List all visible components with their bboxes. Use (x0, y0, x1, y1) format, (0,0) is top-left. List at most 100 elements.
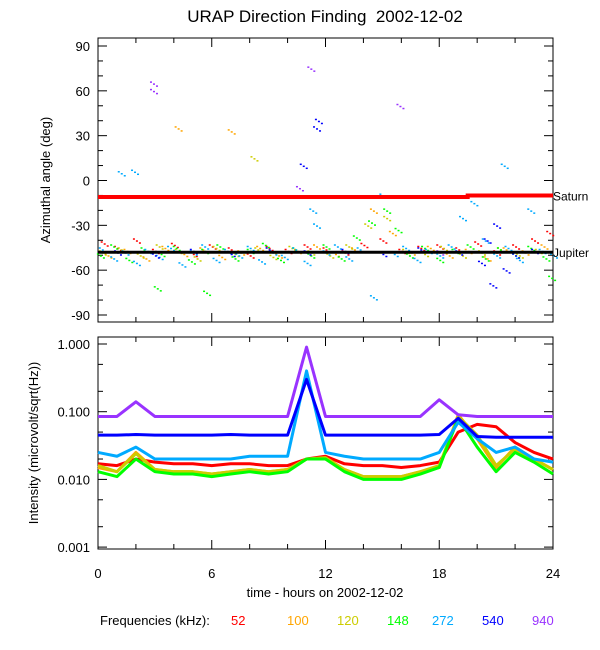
azimuth-point-148 (542, 256, 545, 258)
azimuth-point-52 (325, 249, 328, 251)
azimuth-point-940 (442, 254, 445, 256)
azimuth-point-120 (459, 253, 461, 255)
azimuth-point-148 (545, 258, 548, 260)
azimuth-point-940 (301, 189, 304, 192)
azimuth-point-148 (368, 220, 370, 222)
azimuth-point-100 (319, 248, 322, 250)
azimuth-point-100 (502, 247, 505, 249)
azimuth-point-100 (546, 248, 549, 250)
azimuth-point-52 (477, 243, 480, 245)
azimuth-point-272 (275, 254, 278, 256)
intensity-line-272 (97, 369, 554, 464)
azimuth-point-148 (371, 222, 373, 224)
azimuth-point-272 (538, 248, 541, 251)
azimuth-point-120 (389, 219, 392, 222)
azimuth-point-100 (294, 248, 297, 251)
azimuth-point-940 (307, 66, 310, 68)
azimuth-point-148 (554, 279, 557, 282)
azimuth-point-52 (423, 249, 426, 252)
azimuth-point-540 (508, 272, 511, 274)
azimuth-point-100 (369, 208, 372, 210)
y-tick-label: 0 (83, 174, 90, 189)
azimuth-point-540 (299, 163, 302, 166)
azimuth-point-120 (345, 244, 348, 246)
azimuth-point-100 (148, 260, 151, 262)
azimuth-point-52 (230, 249, 233, 251)
azimuth-point-148 (496, 247, 499, 249)
azimuth-point-120 (174, 248, 177, 251)
azimuth-point-120 (462, 255, 464, 257)
azimuth-point-100 (334, 253, 337, 256)
azimuth-point-272 (204, 246, 207, 248)
legend-item-120: 120 (337, 613, 359, 628)
azimuth-point-120 (443, 247, 446, 250)
azimuth-point-272 (144, 248, 147, 251)
azimuth-point-272 (348, 258, 351, 260)
azimuth-point-148 (264, 244, 267, 247)
azimuth-point-148 (427, 249, 430, 252)
azimuth-point-272 (117, 171, 120, 173)
azimuth-point-120 (367, 225, 370, 227)
intensity-line-940 (98, 345, 553, 418)
azimuth-point-52 (268, 247, 271, 250)
azimuth-point-540 (420, 249, 423, 251)
azimuth-point-272 (137, 173, 140, 176)
azimuth-point-272 (333, 244, 336, 246)
azimuth-point-540 (483, 238, 486, 240)
azimuth-point-272 (134, 171, 137, 174)
azimuth-point-540 (495, 287, 498, 289)
azimuth-point-148 (484, 258, 487, 260)
azimuth-point-272 (556, 257, 558, 259)
saturn-line (98, 193, 553, 199)
azimuth-point-540 (305, 167, 308, 170)
azimuth-point-540 (317, 120, 320, 123)
azimuth-point-272 (258, 259, 261, 261)
azimuth-point-52 (363, 244, 366, 247)
azimuth-point-120 (257, 249, 260, 251)
azimuth-point-272 (500, 163, 503, 166)
azimuth-point-52 (382, 240, 385, 242)
azimuth-point-100 (230, 131, 233, 133)
azimuth-point-272 (286, 258, 289, 261)
azimuth-point-52 (436, 244, 439, 246)
azimuth-point-100 (432, 249, 435, 252)
azimuth-point-148 (206, 292, 209, 295)
azimuth-point-540 (492, 285, 495, 287)
azimuth-point-272 (465, 219, 467, 222)
azimuth-point-100 (123, 248, 126, 251)
azimuth-point-120 (521, 257, 524, 259)
azimuth-point-540 (477, 260, 480, 263)
azimuth-point-272 (283, 256, 286, 259)
azimuth-point-100 (145, 258, 148, 260)
azimuth-point-52 (151, 248, 154, 251)
azimuth-point-148 (325, 246, 328, 248)
azimuth-point-100 (486, 258, 489, 260)
azimuth-point-272 (315, 212, 318, 214)
azimuth-point-100 (353, 249, 356, 251)
azimuth-point-52 (366, 246, 369, 249)
azimuth-point-120 (370, 227, 373, 229)
azimuth-point-272 (447, 244, 450, 246)
azimuth-point-148 (343, 260, 346, 262)
azimuth-point-148 (394, 227, 397, 230)
azimuth-point-272 (553, 255, 555, 257)
azimuth-point-148 (159, 290, 162, 292)
azimuth-point-148 (451, 248, 454, 251)
azimuth-point-120 (104, 254, 107, 256)
azimuth-point-100 (448, 255, 451, 257)
azimuth-point-272 (116, 260, 119, 262)
azimuth-point-148 (178, 249, 181, 252)
azimuth-point-272 (345, 256, 348, 258)
azimuth-point-148 (99, 255, 102, 257)
azimuth-point-148 (527, 245, 530, 248)
azimuth-point-940 (155, 85, 158, 87)
azimuth-point-540 (302, 165, 305, 168)
azimuth-point-148 (156, 288, 159, 290)
intensity-line-148 (97, 416, 554, 481)
azimuth-point-272 (195, 254, 198, 256)
azimuth-point-540 (233, 255, 236, 258)
azimuth-point-272 (450, 246, 453, 248)
azimuth-point-272 (131, 169, 134, 172)
azimuth-point-272 (215, 259, 218, 262)
azimuth-point-148 (102, 257, 105, 259)
